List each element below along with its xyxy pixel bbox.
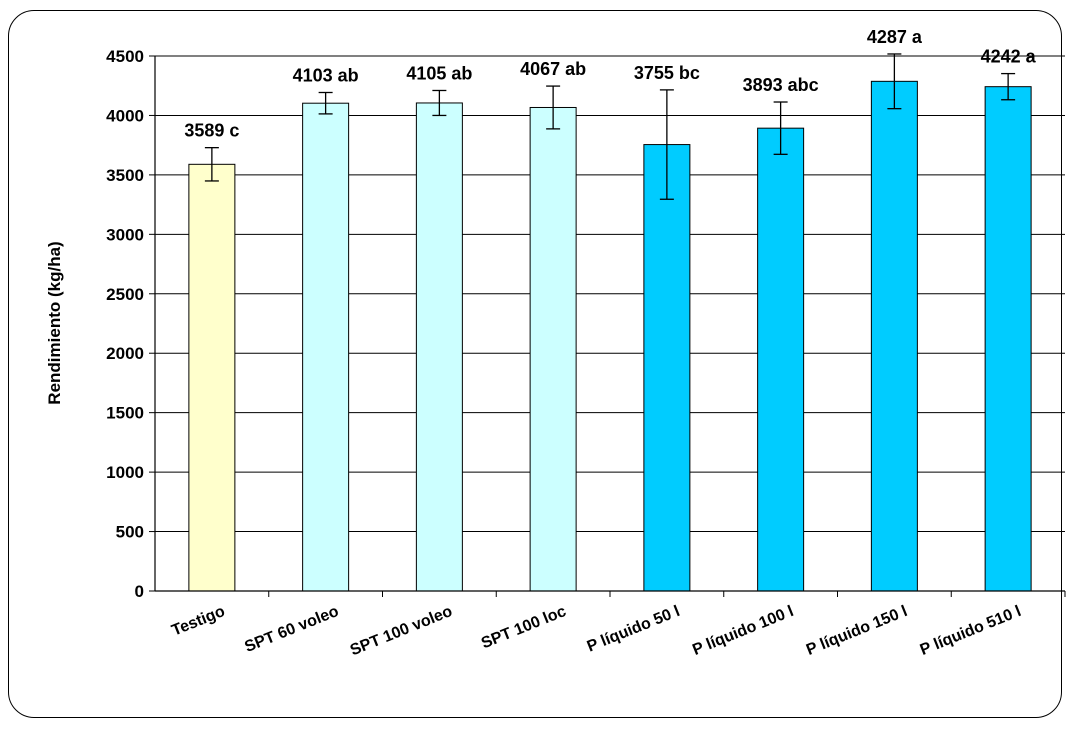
data-label: 3589 c [184, 121, 239, 141]
gridlines [155, 55, 1065, 533]
data-labels: 3589 c 4103 ab 4105 ab 4067 ab 3755 bc 3893 a… [184, 27, 1036, 141]
y-axis-title: Rendimiento (kg/ha) [45, 241, 64, 404]
data-label: 4067 ab [520, 59, 586, 79]
bars [188, 80, 1032, 592]
bar [984, 86, 1032, 592]
error-bars [204, 53, 1016, 200]
bar [757, 127, 805, 592]
data-label: 3893 abc [743, 75, 819, 95]
y-tick-label: 0 [135, 582, 144, 601]
y-tick-label: 4000 [106, 106, 144, 125]
x-tick-label: Testigo [169, 603, 227, 640]
x-tick-label: P líquido 100 l [690, 603, 796, 659]
x-tick-label: SPT 100 loc [479, 603, 569, 652]
bar [643, 144, 691, 592]
bar [870, 80, 918, 592]
x-tick-label: P líquido 510 l [918, 603, 1024, 659]
y-tick-label: 3000 [106, 225, 144, 244]
x-tick-label: SPT 100 voleo [348, 603, 455, 659]
x-tick-label: P líquido 50 l [585, 603, 683, 656]
data-label: 4103 ab [293, 65, 359, 85]
x-tick-labels: Testigo SPT 60 voleo SPT 100 voleo SPT 100 … [169, 603, 1023, 659]
y-tick-label: 3500 [106, 166, 144, 185]
bar [415, 102, 463, 592]
bar [188, 163, 236, 592]
x-tick-label: SPT 60 voleo [242, 603, 341, 656]
y-tick-label: 2000 [106, 344, 144, 363]
data-label: 3755 bc [634, 63, 700, 83]
bar [302, 102, 350, 592]
y-tick-label: 1000 [106, 463, 144, 482]
y-tick-label: 1500 [106, 404, 144, 423]
y-tick-labels: 0 500 1000 1500 2000 2500 3000 3500 4000 4500 [106, 47, 144, 601]
axes [149, 55, 1066, 597]
y-tick-label: 500 [116, 523, 144, 542]
bar [529, 106, 577, 592]
data-label: 4105 ab [406, 63, 472, 83]
data-label: 4242 a [981, 47, 1037, 67]
y-tick-label: 2500 [106, 285, 144, 304]
data-label: 4287 a [867, 27, 923, 47]
y-tick-label: 4500 [106, 47, 144, 66]
x-tick-label: P líquido 150 l [804, 603, 910, 659]
